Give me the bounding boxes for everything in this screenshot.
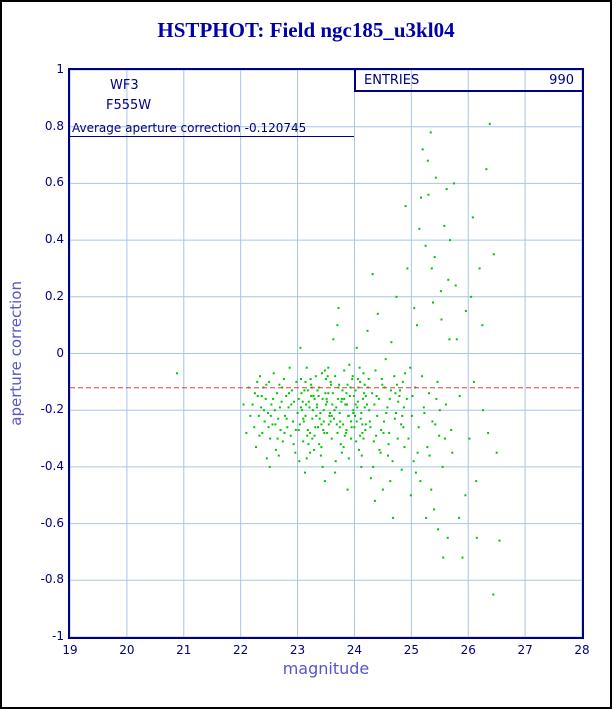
y-tick-label: 0.8: [44, 118, 64, 133]
scatter-points: [176, 122, 501, 596]
entries-label: ENTRIES: [364, 72, 420, 88]
x-tick-label: 20: [119, 643, 135, 657]
x-tick-label: 27: [517, 643, 533, 657]
x-tick-label: 28: [574, 643, 590, 657]
y-axis-title: aperture correction: [7, 281, 25, 426]
gridlines: [70, 70, 582, 637]
y-tick-label: 0: [56, 345, 64, 360]
x-tick-label: 24: [346, 643, 363, 657]
x-tick-label: 19: [62, 643, 78, 657]
x-tick-label: 25: [403, 643, 419, 657]
x-tick-label: 22: [233, 643, 249, 657]
y-tick-label: 0.2: [44, 288, 64, 303]
y-tick-label: -0.6: [40, 515, 64, 530]
x-tick-label: 23: [289, 643, 306, 657]
x-axis-title: magnitude: [282, 659, 370, 678]
entries-box: ENTRIES 990: [354, 70, 582, 92]
page-title: HSTPHOT: Field ngc185_u3kl04: [157, 18, 455, 42]
x-tick-label: 26: [460, 643, 476, 657]
x-tick-label: 21: [176, 643, 192, 657]
camera-label: WF3: [110, 78, 139, 93]
average-correction-label: Average aperture correction -0.120745: [70, 120, 354, 137]
y-tick-label: -0.2: [40, 402, 64, 417]
y-tick-label: -0.8: [40, 572, 64, 587]
plot-area: ENTRIES 990 WF3 F555W Average aperture c…: [68, 68, 584, 639]
filter-label: F555W: [106, 98, 152, 113]
y-tick-label: 1: [56, 62, 64, 76]
scatter-plot: [70, 70, 582, 637]
y-tick-label: 0.4: [44, 232, 64, 247]
y-tick-label: -1: [52, 629, 64, 643]
y-tick-label: 0.6: [44, 175, 64, 190]
entries-value: 990: [549, 72, 574, 88]
y-tick-label: -0.4: [40, 458, 64, 473]
